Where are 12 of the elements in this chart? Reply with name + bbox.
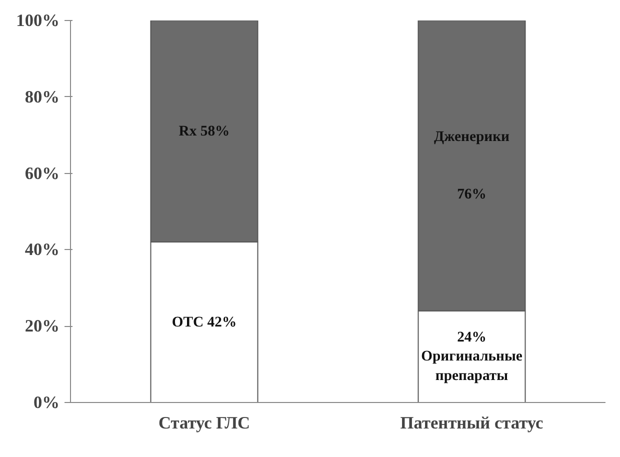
data-label: Rx 58% xyxy=(178,123,230,140)
y-tick-label: 20% xyxy=(24,316,60,336)
x-tick-label: Патентный статус xyxy=(400,414,544,432)
y-tick-label: 0% xyxy=(34,393,60,412)
x-tick-label: Статус ГЛС xyxy=(158,414,250,432)
y-tick-label: 100% xyxy=(16,11,60,30)
y-tick-label: 60% xyxy=(24,164,60,183)
y-tick-label: 40% xyxy=(24,240,60,260)
text: Дженерики 76% xyxy=(434,128,510,202)
data-label: OTC 42% xyxy=(172,314,237,330)
data-label: 24% Оригинальные препараты xyxy=(421,329,523,384)
y-tick-label: 80% xyxy=(24,87,60,106)
